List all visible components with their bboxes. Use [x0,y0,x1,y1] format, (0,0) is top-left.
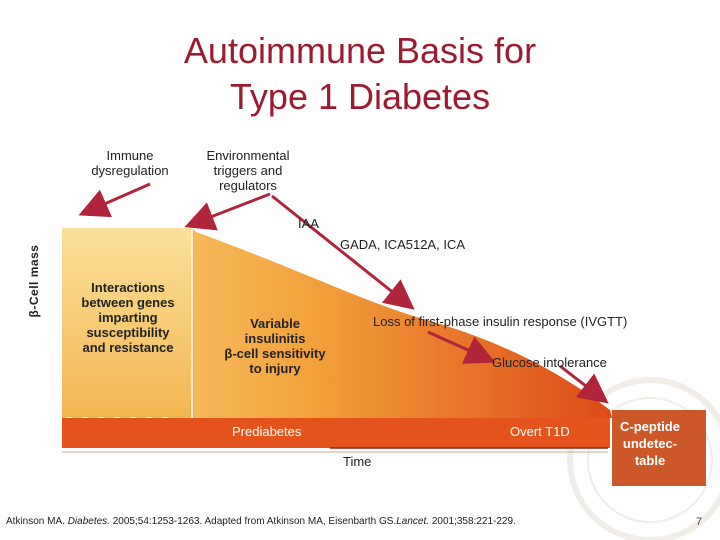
time-band [62,418,610,448]
watermark-seal [567,377,720,540]
iaa-label: IAA [298,216,319,231]
beta-cell-mass-curve [62,228,612,418]
susceptibility-panel [62,228,192,418]
page-number: 7 [696,516,703,528]
time-axis-label: Time [343,454,372,469]
cpeptide-badge [612,410,706,486]
variable-insulinitis-label: Variable insulinitis β-cell sensitivity … [224,316,326,376]
glucose-arrow [559,364,609,404]
citation-footer: Atkinson MA. Diabetes. 2005;54:1253-1263… [6,516,516,527]
environmental-arrow [184,192,271,231]
interactions-label: Interactions between genes imparting sus… [81,280,175,355]
autoantibodies-label: GADA, ICA512A, ICA [340,237,465,252]
cpeptide-label: C-peptide undetec- table [620,419,680,468]
title-line-1: Autoimmune Basis for [183,30,537,71]
immune-arrow [78,182,151,218]
prediabetes-label: Prediabetes [232,424,302,439]
slide-title: Autoimmune Basis for Type 1 Diabetes [120,28,600,120]
glucose-intolerance-label: Glucose intolerance [492,355,607,370]
iaa-arrow [271,194,415,310]
overt-t1d-label: Overt T1D [510,424,570,439]
environmental-triggers-label: Environmental triggers and regulators [206,148,290,193]
loss-arrow [427,330,496,364]
immune-dysregulation-label: Immune dysregulation [91,148,169,178]
title-line-2: Type 1 Diabetes [229,76,491,117]
first-phase-loss-label: Loss of first-phase insulin response (IV… [373,314,628,329]
